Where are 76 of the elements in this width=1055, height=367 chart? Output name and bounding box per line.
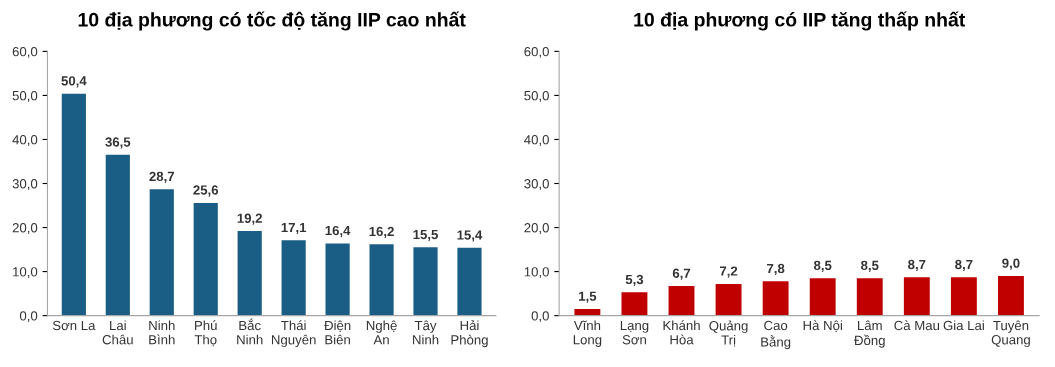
x-tick-label: Sơn La	[52, 320, 96, 331]
y-tick-label: 30,0	[524, 179, 549, 190]
x-tick-label: Tuyên Quang	[991, 320, 1030, 348]
data-label: 5,3	[625, 274, 644, 287]
chart-title: 10 địa phương có tốc độ tăng IIP cao nhất	[78, 11, 466, 31]
x-tick-label: Lạng Sơn	[620, 320, 649, 345]
x-tick-label: Hà Nội	[803, 320, 842, 333]
bar	[903, 277, 930, 316]
data-label: 25,6	[193, 185, 219, 197]
bar	[281, 240, 306, 316]
bar	[950, 277, 977, 316]
x-tick-label: Cao Bằng	[761, 320, 791, 350]
x-tick-label: Quảng Trị	[709, 320, 748, 347]
data-label: 17,1	[281, 222, 307, 235]
x-tick-label: Ninh Bình	[149, 320, 175, 345]
bar	[574, 309, 601, 316]
y-tick-label: 20,0	[524, 223, 549, 235]
y-tick-label: 0,0	[19, 311, 38, 323]
data-label: 9,0	[1002, 258, 1020, 270]
bar	[61, 93, 86, 316]
y-tick-label: 30,0	[12, 179, 38, 190]
bar	[762, 281, 789, 316]
bar	[715, 283, 742, 316]
data-label: 8,5	[813, 260, 832, 272]
x-tick-label: Điện Biên	[324, 320, 351, 345]
bar	[856, 278, 883, 316]
x-tick-label: Thái Nguyên	[271, 320, 316, 348]
data-label: 8,5	[861, 260, 879, 272]
bar	[809, 278, 836, 316]
bar	[105, 154, 130, 316]
y-tick-label: 0,0	[531, 311, 549, 323]
x-tick-label: Bắc Ninh	[237, 318, 263, 345]
bar	[369, 244, 394, 316]
x-tick-label: Phú Thọ	[194, 320, 217, 347]
bar	[998, 275, 1024, 316]
x-tick-label: Lâm Đồng	[854, 320, 885, 348]
y-tick-label: 10,0	[13, 267, 38, 279]
data-label: 7,2	[719, 266, 738, 278]
bar	[237, 231, 262, 316]
bar	[413, 247, 438, 316]
data-label: 50,4	[61, 76, 87, 88]
y-tick-label: 60,0	[12, 46, 38, 58]
x-tick-label: Gia Lai	[943, 320, 984, 331]
bar	[621, 292, 648, 316]
data-label: 15,5	[413, 229, 438, 242]
data-label: 1,5	[579, 291, 597, 303]
y-tick-label: 60,0	[524, 46, 549, 58]
x-tick-label: Cà Mau	[894, 320, 940, 331]
data-label: 16,4	[325, 225, 351, 238]
data-label: 6,7	[672, 268, 691, 280]
bar	[457, 247, 482, 316]
data-label: 36,5	[105, 137, 131, 149]
data-label: 28,7	[149, 171, 175, 183]
x-tick-label: Nghệ An	[366, 320, 397, 345]
data-label: 7,8	[767, 263, 785, 276]
data-label: 8,7	[908, 259, 926, 272]
data-label: 19,2	[237, 213, 262, 225]
y-tick-label: 50,0	[12, 90, 38, 102]
x-tick-label: Hải Phòng	[451, 320, 488, 348]
data-label: 8,7	[955, 259, 973, 272]
x-tick-label: Tây Ninh	[413, 320, 439, 345]
y-tick-label: 20,0	[12, 223, 38, 235]
bar	[193, 202, 218, 316]
x-tick-label: Vĩnh Long	[573, 320, 602, 347]
y-tick-label: 40,0	[12, 135, 38, 146]
chart-title: 10 địa phương có IIP tăng thấp nhất	[634, 11, 966, 31]
x-tick-label: Khánh Hòa	[663, 320, 700, 345]
data-label: 16,2	[369, 226, 394, 239]
bar	[149, 189, 174, 316]
x-tick-label: Lai Châu	[102, 320, 133, 345]
y-tick-label: 50,0	[524, 90, 549, 102]
bar	[668, 286, 695, 316]
y-tick-label: 10,0	[524, 267, 549, 279]
y-tick-label: 40,0	[524, 135, 549, 146]
data-label: 15,4	[457, 230, 483, 242]
bar	[325, 243, 350, 316]
